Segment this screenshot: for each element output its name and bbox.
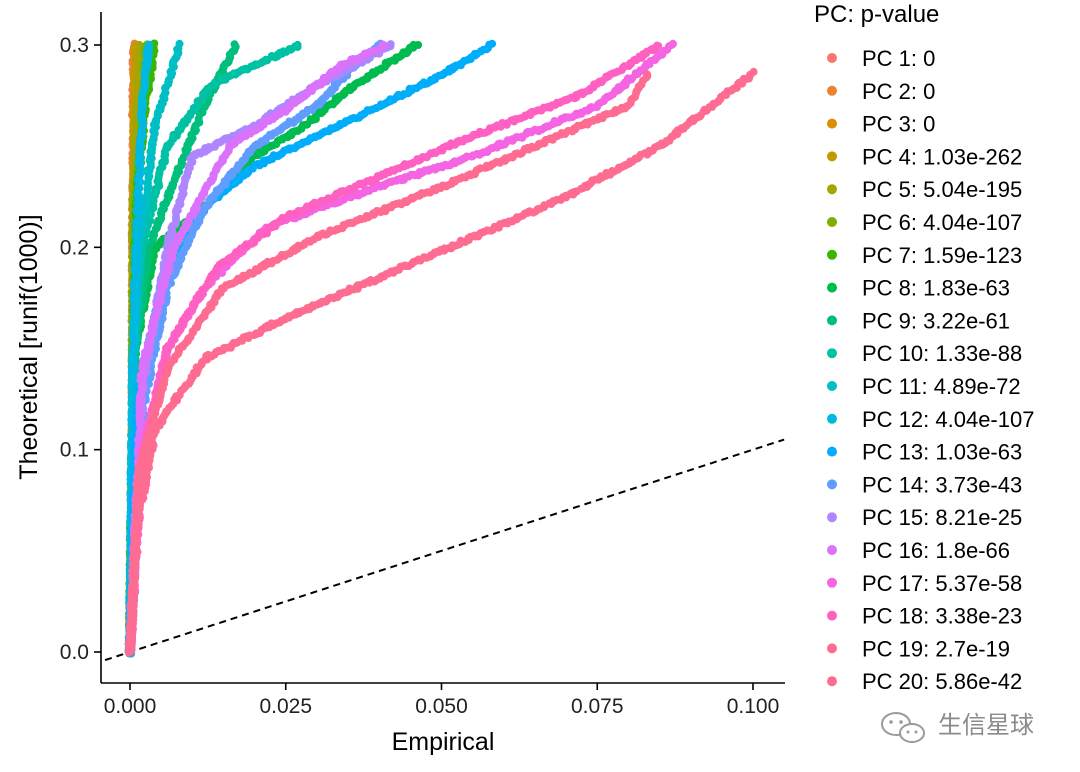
data-point [145,40,154,49]
data-point [488,39,497,48]
data-point [414,41,423,49]
data-point [380,41,389,50]
data-point [230,40,239,49]
series-17 [125,39,677,656]
data-point [293,40,302,49]
plot-area [104,39,785,662]
reference-line [104,438,785,662]
data-point [135,40,144,49]
data-point [175,39,184,48]
